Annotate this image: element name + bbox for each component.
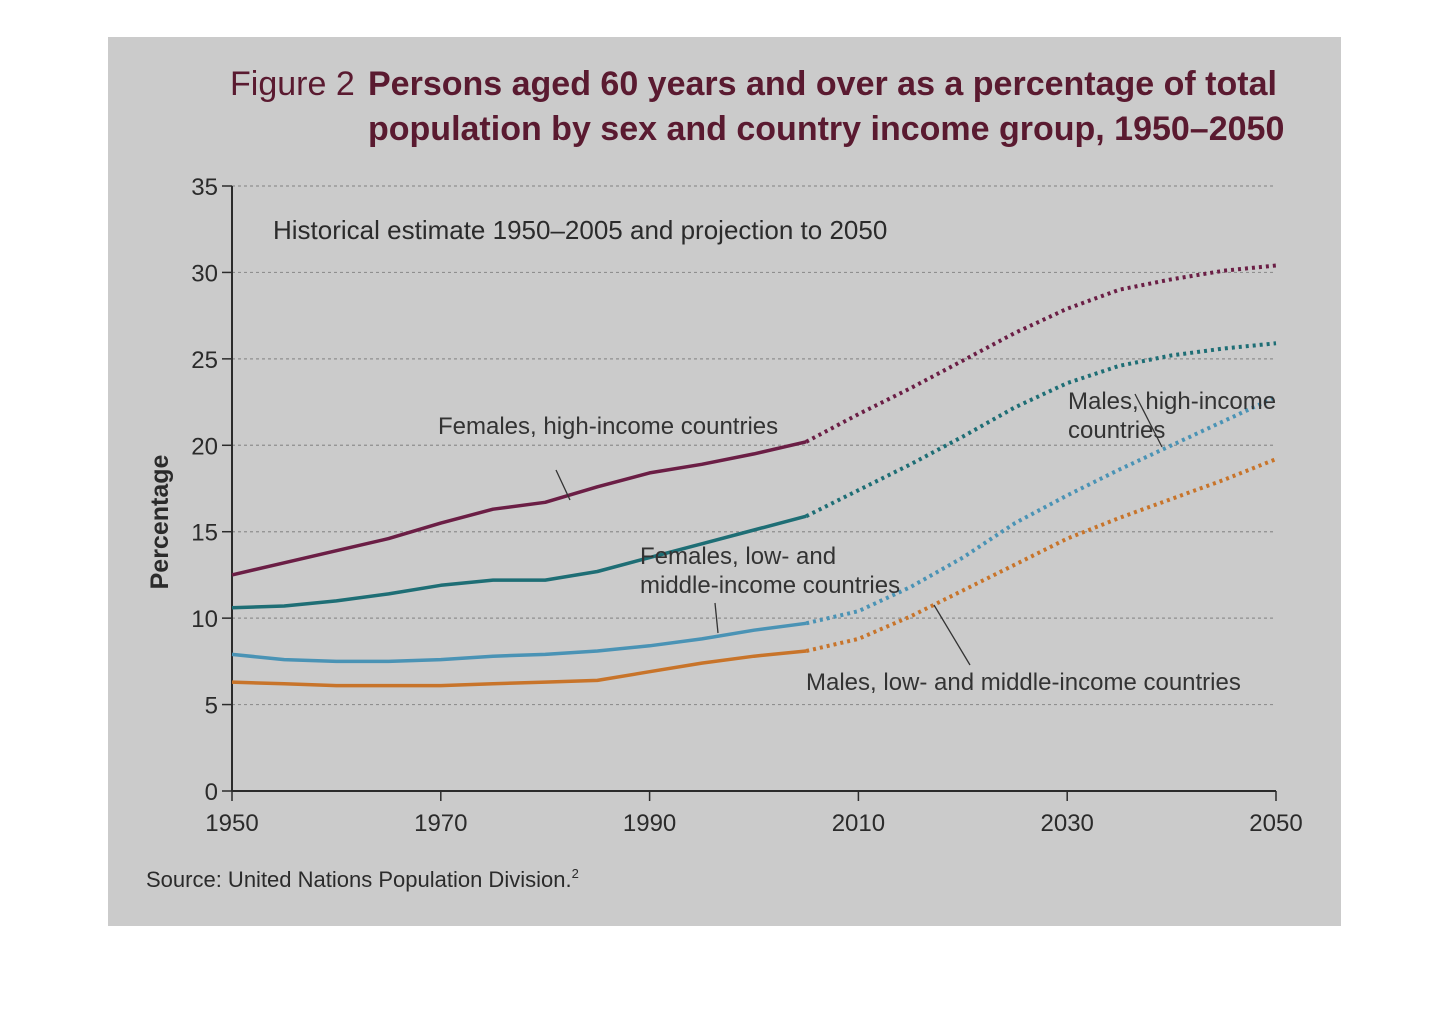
series-label-2: Females, low- and middle-income countries	[640, 543, 900, 599]
y-tick-label-5: 5	[205, 693, 218, 720]
source-note: Source: United Nations Population Divisi…	[146, 866, 579, 892]
series-label-0: Females, high-income countries	[438, 413, 778, 440]
axes	[222, 185, 1277, 801]
series-label-2-line-0: Females, low- and	[640, 543, 836, 570]
tick-labels: 0 5 10 15 20 25 30 35 1950 1970 1990 2010 2030 2050	[191, 174, 1302, 837]
series-line-historical-3	[231, 649, 807, 688]
series-label-3: Males, low- and middle-income countries	[806, 669, 1241, 696]
x-tick-label-1950: 1950	[205, 810, 258, 837]
x-tick-label-2030: 2030	[1041, 810, 1094, 837]
series-label-1-line-0: Males, high-income	[1068, 388, 1276, 415]
series-label-1: Males, high-income countries	[1068, 388, 1276, 444]
x-tick-label-2050: 2050	[1249, 810, 1302, 837]
series-line-projection-1	[805, 341, 1277, 518]
source-text: Source: United Nations Population Divisi…	[146, 867, 572, 892]
series-line-historical-0	[231, 440, 807, 577]
series-line-historical-2	[231, 621, 807, 664]
series-line-projection-3	[805, 457, 1277, 653]
figure-label: Figure 2	[230, 65, 355, 103]
series-label-2-line-1: middle-income countries	[640, 572, 900, 599]
series-label-0-line-0: Females, high-income countries	[438, 413, 778, 440]
line-chart: Figure 2 Persons aged 60 years and over …	[146, 65, 1303, 892]
source-superscript: 2	[572, 866, 579, 881]
y-axis-label: Percentage	[146, 455, 174, 590]
series-label-3-line-0: Males, low- and middle-income countries	[806, 669, 1241, 696]
y-tick-label-25: 25	[191, 347, 218, 374]
series-label-1-line-1: countries	[1068, 417, 1165, 444]
y-tick-label-35: 35	[191, 174, 218, 201]
series-labels: Females, high-income countries Males, hig…	[438, 388, 1276, 696]
y-tick-label-0: 0	[205, 779, 218, 806]
gridlines	[232, 185, 1276, 706]
y-tick-label-15: 15	[191, 520, 218, 547]
x-tick-label-1970: 1970	[414, 810, 467, 837]
series-lines	[231, 263, 1277, 688]
series-leader-1	[1134, 393, 1163, 448]
figure-panel: Figure 2 Persons aged 60 years and over …	[108, 37, 1341, 926]
chart-title-line2: population by sex and country income gro…	[368, 110, 1284, 148]
series-line-projection-0	[805, 263, 1277, 444]
x-tick-label-2010: 2010	[832, 810, 885, 837]
series-leader-3	[933, 604, 971, 666]
y-tick-label-30: 30	[191, 260, 218, 287]
x-tick-label-1990: 1990	[623, 810, 676, 837]
series-leader-0	[555, 469, 571, 501]
series-leader-2	[714, 602, 719, 634]
y-tick-label-20: 20	[191, 433, 218, 460]
chart-title-line1: Persons aged 60 years and over as a perc…	[368, 65, 1277, 103]
chart-subtitle: Historical estimate 1950–2005 and projec…	[273, 215, 887, 245]
series-line-historical-1	[231, 514, 807, 610]
y-tick-label-10: 10	[191, 606, 218, 633]
